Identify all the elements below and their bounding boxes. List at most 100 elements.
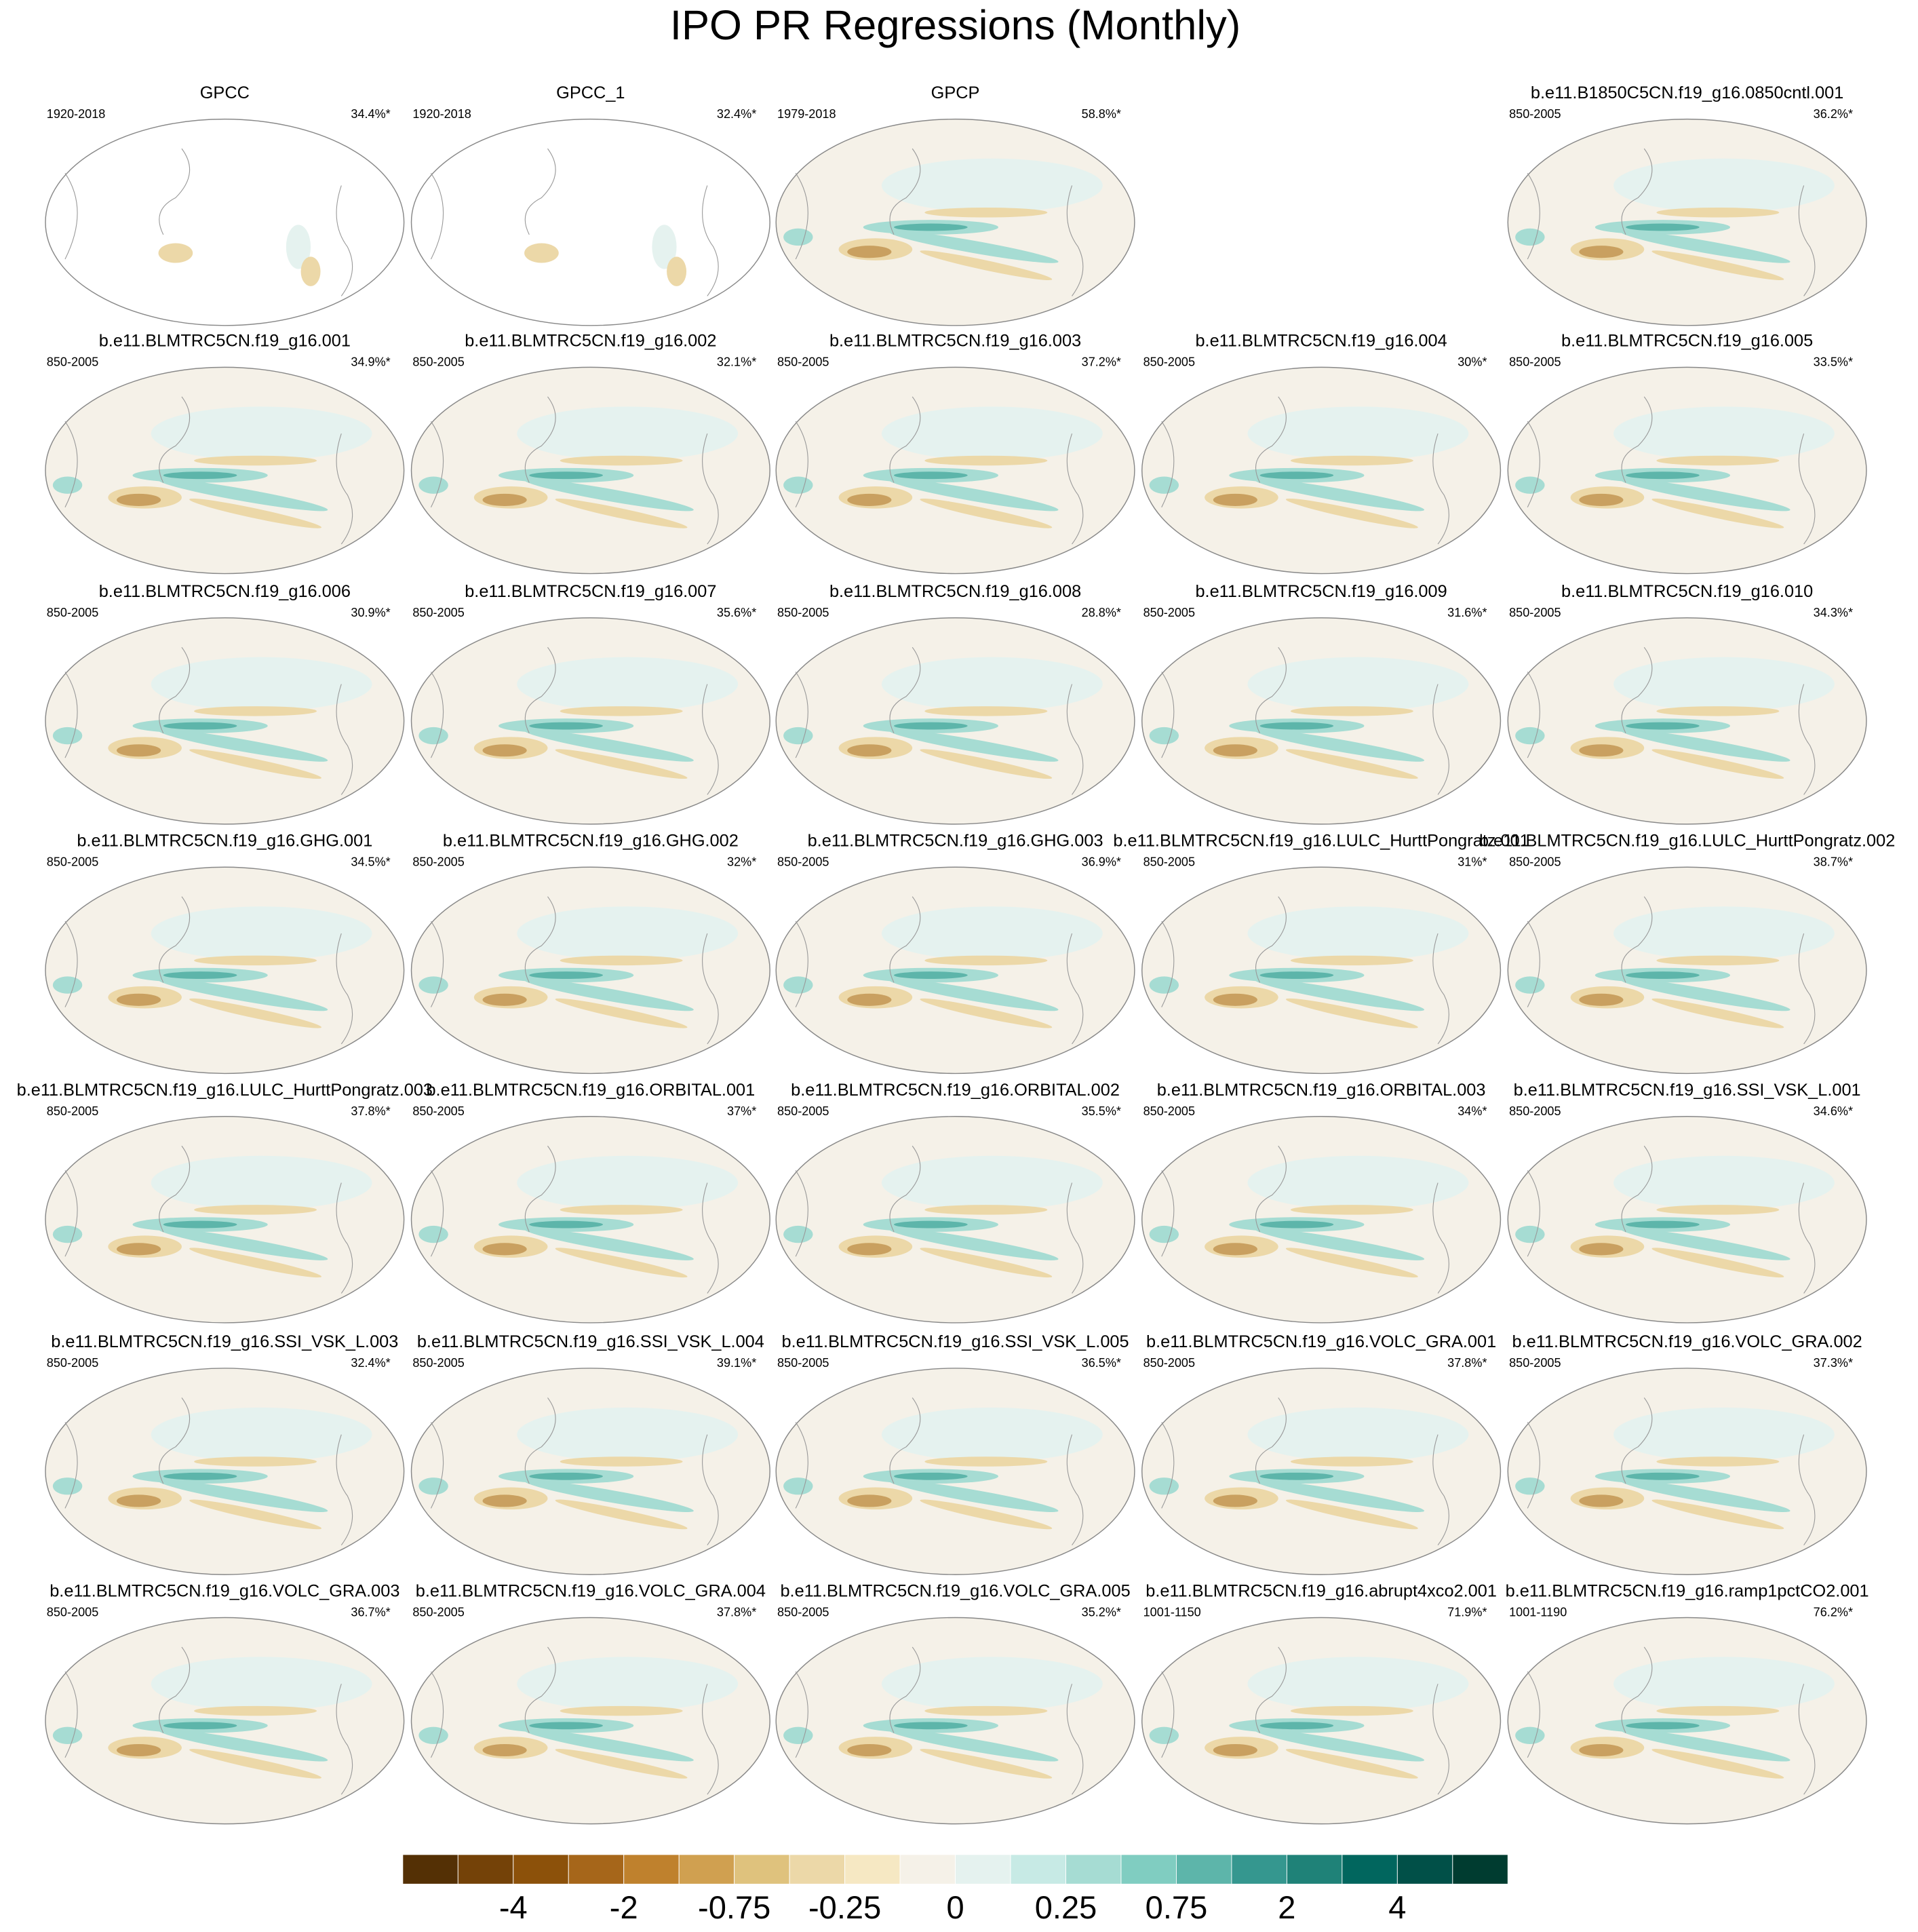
map-shading <box>529 722 603 730</box>
map-shading <box>1515 476 1545 494</box>
map-panel: b.e11.BLMTRC5CN.f19_g16.ORBITAL.002 850-2… <box>775 1081 1135 1324</box>
coastline <box>1527 1397 1816 1545</box>
map-shading <box>1626 1722 1700 1730</box>
map-shading <box>524 1228 694 1260</box>
coastline <box>64 148 353 296</box>
panel-title: b.e11.BLMTRC5CN.f19_g16.010 <box>1561 582 1813 601</box>
map-shading <box>555 1499 688 1530</box>
map-shading <box>1213 493 1257 506</box>
map-shading <box>1515 228 1545 246</box>
map-shading <box>894 223 968 231</box>
map-shading <box>555 1248 688 1278</box>
panel-title: b.e11.BLMTRC5CN.f19_g16.004 <box>1195 332 1447 351</box>
map-shading <box>1290 706 1413 716</box>
map-panel: b.e11.BLMTRC5CN.f19_g16.LULC_HurttPongra… <box>1113 831 1529 1075</box>
panel-title: b.e11.BLMTRC5CN.f19_g16.GHG.001 <box>77 831 372 850</box>
map-shading <box>1579 493 1624 506</box>
map-shading <box>924 706 1048 716</box>
panel-percent: 32.4%* <box>351 1356 390 1370</box>
map-shading <box>194 1456 317 1467</box>
panel-percent: 35.5%* <box>1082 1104 1121 1118</box>
map-shading <box>1259 1472 1334 1480</box>
map-shading <box>1247 657 1469 712</box>
map-panel: b.e11.BLMTRC5CN.f19_g16.ORBITAL.003 850-2… <box>1141 1081 1502 1324</box>
map-shading <box>1613 1155 1835 1210</box>
coastline <box>430 1397 719 1545</box>
map-shading <box>1656 1705 1780 1716</box>
map-panel: b.e11.BLMTRC5CN.f19_g16.SSI_VSK_L.005 850… <box>775 1332 1135 1575</box>
map-shading <box>783 1477 813 1495</box>
map-shading <box>1656 208 1780 218</box>
coastline <box>64 646 353 795</box>
coastline <box>795 148 1084 296</box>
map-shading <box>881 1657 1103 1712</box>
panel-title: b.e11.BLMTRC5CN.f19_g16.002 <box>465 332 716 351</box>
colorbar-tick-label: 0.75 <box>1146 1889 1208 1925</box>
panel-title: b.e11.BLMTRC5CN.f19_g16.007 <box>465 582 716 601</box>
map-shading <box>1259 1220 1334 1229</box>
panel-percent: 58.8%* <box>1082 107 1121 121</box>
map-panel: b.e11.BLMTRC5CN.f19_g16.GHG.001 850-2005 3… <box>45 831 405 1075</box>
figure-title: IPO PR Regressions (Monthly) <box>670 2 1240 49</box>
map-shading <box>52 476 83 494</box>
map-panel: b.e11.BLMTRC5CN.f19_g16.SSI_VSK_L.004 850… <box>410 1332 770 1575</box>
map-shading <box>1285 1749 1418 1779</box>
panel-period: 850-2005 <box>777 1606 829 1619</box>
colorbar-swatch <box>1120 1854 1177 1885</box>
panel-percent: 30.9%* <box>351 606 390 619</box>
map-shading <box>1149 727 1179 745</box>
panel-percent: 37.3%* <box>1814 1356 1853 1370</box>
map-shading <box>1626 471 1700 480</box>
map-shading <box>1259 971 1334 980</box>
map-shading <box>1651 998 1784 1028</box>
map-shading <box>783 727 813 745</box>
panel-percent: 31%* <box>1457 855 1487 868</box>
map-shading <box>418 976 448 994</box>
colorbar-tick-label: 4 <box>1388 1889 1406 1925</box>
panel-percent: 32%* <box>727 855 756 868</box>
map-shading <box>920 1749 1053 1779</box>
map-shading <box>1213 993 1257 1006</box>
map-shading <box>1626 971 1700 980</box>
map-shading <box>560 455 683 466</box>
map-shading <box>1579 1743 1624 1757</box>
panel-percent: 34.6%* <box>1814 1104 1853 1118</box>
map-shading <box>881 906 1103 961</box>
panel-percent: 37.8%* <box>351 1104 390 1118</box>
panel-percent: 71.9%* <box>1447 1606 1487 1619</box>
coastline <box>64 896 353 1045</box>
colorbar-tick-label: -0.25 <box>808 1889 881 1925</box>
map-shading <box>783 976 813 994</box>
map-shading <box>920 250 1053 280</box>
coastline <box>795 646 1084 795</box>
colorbar-swatch <box>1342 1854 1398 1885</box>
coastline <box>1527 1646 1816 1795</box>
map-shading <box>555 498 688 528</box>
panel-title: b.e11.BLMTRC5CN.f19_g16.008 <box>829 582 1081 601</box>
map-shading <box>1626 1472 1700 1480</box>
map-shading <box>116 993 161 1006</box>
panel-period: 850-2005 <box>1143 606 1195 619</box>
map-shading <box>1515 1477 1545 1495</box>
coastline <box>795 1397 1084 1545</box>
panel-period: 850-2005 <box>47 1606 98 1619</box>
map-shading <box>189 998 321 1028</box>
panel-title: b.e11.BLMTRC5CN.f19_g16.LULC_HurttPongra… <box>1113 831 1529 850</box>
coastline <box>1161 896 1449 1045</box>
map-shading <box>1651 250 1784 280</box>
map-shading <box>482 993 527 1006</box>
map-shading <box>151 657 372 712</box>
map-shading <box>1626 722 1700 730</box>
panel-period: 850-2005 <box>777 1356 829 1370</box>
map-shading <box>1656 706 1780 716</box>
map-shading <box>151 1407 372 1462</box>
map-shading <box>151 406 372 461</box>
coastline <box>1161 1646 1449 1795</box>
map-shading <box>667 256 687 286</box>
map-shading <box>1626 223 1700 231</box>
map-shading <box>418 1726 448 1744</box>
